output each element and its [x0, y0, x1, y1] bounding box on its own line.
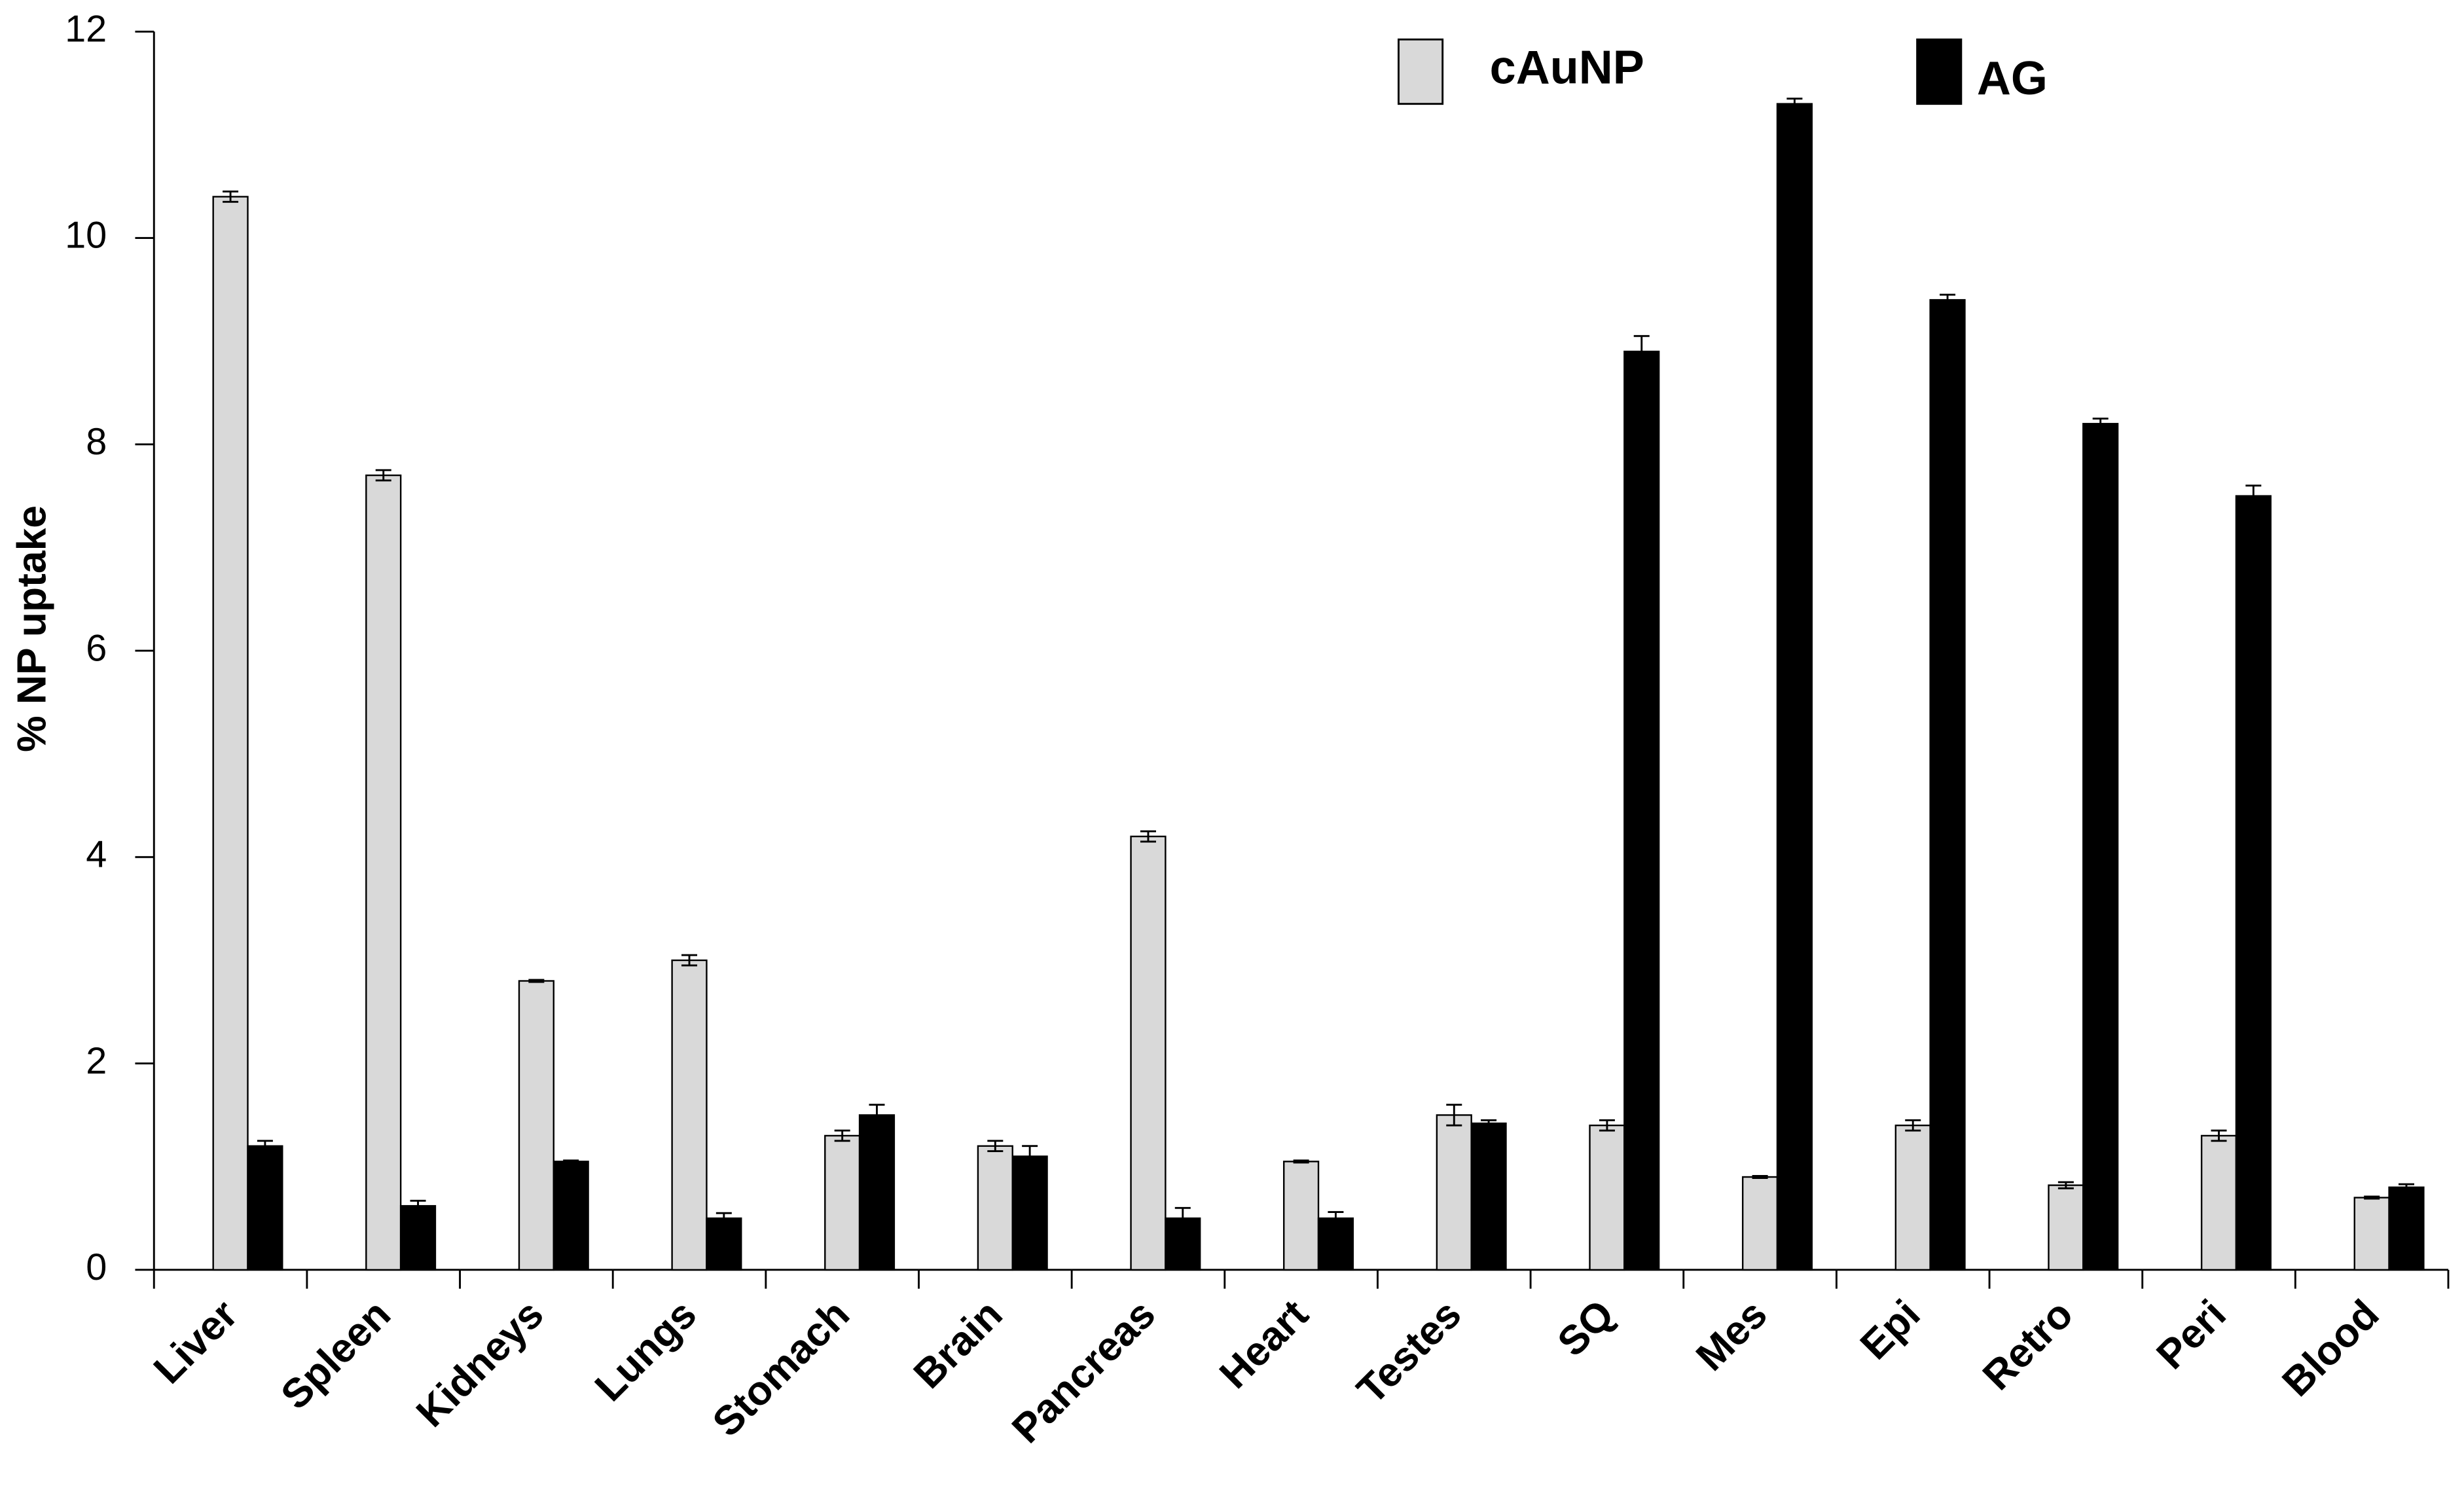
error-bar	[1293, 1159, 1309, 1164]
error-bar	[2364, 1195, 2380, 1200]
error-bar	[528, 979, 545, 983]
bar	[365, 474, 402, 1271]
error-bar	[2092, 417, 2109, 430]
error-bar	[1022, 1145, 1038, 1168]
bar	[2388, 1186, 2425, 1271]
x-tick-label: Retro	[1974, 1292, 2082, 1399]
bar	[518, 980, 554, 1271]
error-bar	[375, 469, 391, 482]
error-bar	[1328, 1211, 1344, 1225]
error-bar	[1481, 1119, 1497, 1128]
error-bar	[716, 1212, 732, 1225]
y-tick-label: 4	[86, 834, 107, 876]
error-bar	[223, 190, 239, 203]
bar	[824, 1134, 861, 1271]
bar	[1589, 1124, 1625, 1271]
bar	[1283, 1161, 1320, 1271]
y-axis-label: % NP uptake	[9, 505, 54, 752]
bar	[1623, 350, 1660, 1271]
x-tick-label: SQ	[1549, 1292, 1623, 1365]
bar	[399, 1204, 437, 1271]
bar	[1130, 835, 1167, 1271]
x-tick-label: Spleen	[273, 1292, 399, 1418]
x-tick-label: Pancreas	[1004, 1292, 1164, 1452]
bar	[2235, 495, 2272, 1271]
legend-swatch	[1916, 38, 1963, 105]
error-bar	[1633, 335, 1650, 369]
x-tick-label: Brain	[905, 1292, 1011, 1398]
error-bar	[987, 1140, 1004, 1153]
legend-label: AG	[1977, 52, 2048, 105]
bar	[977, 1145, 1013, 1271]
y-tick-label: 10	[65, 215, 107, 257]
error-bar	[2245, 484, 2262, 507]
x-tick-label: Lungs	[587, 1292, 705, 1410]
bar	[1470, 1122, 1507, 1271]
bar	[706, 1217, 742, 1271]
bar	[2048, 1184, 2084, 1271]
x-tick-label: Mes	[1688, 1292, 1776, 1380]
y-tick-label: 0	[86, 1246, 107, 1288]
error-bar	[563, 1159, 579, 1164]
x-tick-label: Testes	[1349, 1292, 1470, 1413]
error-bar	[2057, 1181, 2074, 1189]
bar	[1317, 1217, 1354, 1271]
bar	[671, 959, 708, 1271]
bar	[1929, 298, 1966, 1271]
error-bar	[681, 954, 698, 967]
error-bar	[1905, 1119, 1921, 1132]
error-bar	[1752, 1174, 1768, 1180]
y-tick-label: 2	[86, 1040, 107, 1082]
x-tick-label: Liver	[145, 1292, 246, 1392]
legend-label: cAuNP	[1490, 41, 1644, 94]
y-tick-label: 8	[86, 421, 107, 463]
error-bar	[834, 1129, 850, 1142]
error-bar	[1786, 98, 1803, 110]
error-bar	[410, 1199, 426, 1212]
error-bar	[1940, 293, 1956, 306]
bar	[2082, 423, 2119, 1271]
bar	[2200, 1134, 2238, 1271]
bar	[1741, 1176, 1779, 1271]
bar	[858, 1114, 896, 1271]
x-tick-label: Blood	[2274, 1292, 2388, 1405]
bar	[212, 196, 249, 1271]
bar	[553, 1161, 589, 1271]
bar	[2353, 1197, 2390, 1271]
x-tick-label: Heart	[1211, 1292, 1317, 1398]
legend-swatch	[1398, 38, 1444, 105]
x-tick-label: Epi	[1852, 1292, 1929, 1368]
y-tick-label: 12	[65, 8, 107, 50]
error-bar	[1174, 1206, 1191, 1230]
bar	[1011, 1155, 1048, 1271]
bar	[1776, 103, 1813, 1271]
x-tick-label: Kidneys	[408, 1292, 552, 1436]
y-tick-label: 6	[86, 627, 107, 669]
error-bar	[2398, 1183, 2414, 1191]
error-bar	[2211, 1129, 2227, 1142]
bar	[1436, 1114, 1472, 1271]
error-bar	[1140, 830, 1156, 843]
error-bar	[1599, 1119, 1615, 1132]
bar	[1894, 1124, 1931, 1271]
bar	[247, 1145, 283, 1271]
x-tick-label: Stomach	[704, 1292, 858, 1445]
error-bar	[869, 1104, 885, 1127]
x-tick-label: Peri	[2148, 1292, 2235, 1378]
error-bar	[257, 1140, 273, 1153]
error-bar	[1446, 1104, 1462, 1127]
